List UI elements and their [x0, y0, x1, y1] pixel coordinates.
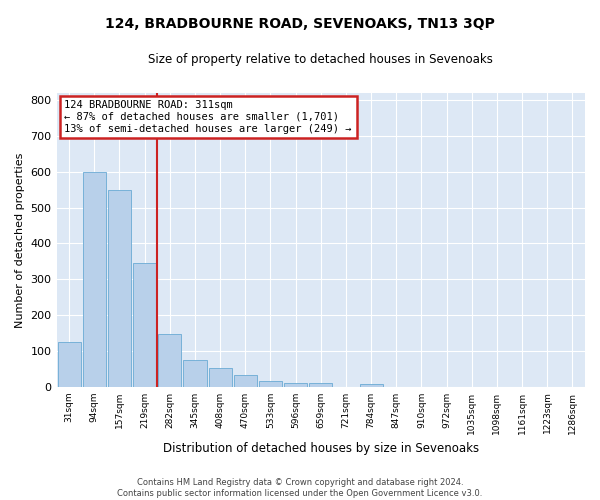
Bar [58, 342, 80, 386]
Bar [209, 368, 232, 386]
X-axis label: Distribution of detached houses by size in Sevenoaks: Distribution of detached houses by size … [163, 442, 479, 455]
Y-axis label: Number of detached properties: Number of detached properties [15, 152, 25, 328]
Bar [158, 334, 181, 386]
Text: Contains HM Land Registry data © Crown copyright and database right 2024.
Contai: Contains HM Land Registry data © Crown c… [118, 478, 482, 498]
Bar [284, 383, 307, 386]
Title: Size of property relative to detached houses in Sevenoaks: Size of property relative to detached ho… [148, 52, 493, 66]
Bar [83, 172, 106, 386]
Text: 124 BRADBOURNE ROAD: 311sqm
← 87% of detached houses are smaller (1,701)
13% of : 124 BRADBOURNE ROAD: 311sqm ← 87% of det… [64, 100, 352, 134]
Text: 124, BRADBOURNE ROAD, SEVENOAKS, TN13 3QP: 124, BRADBOURNE ROAD, SEVENOAKS, TN13 3Q… [105, 18, 495, 32]
Bar [309, 383, 332, 386]
Bar [184, 360, 206, 386]
Bar [259, 381, 282, 386]
Bar [133, 263, 156, 386]
Bar [234, 375, 257, 386]
Bar [108, 190, 131, 386]
Bar [359, 384, 383, 386]
